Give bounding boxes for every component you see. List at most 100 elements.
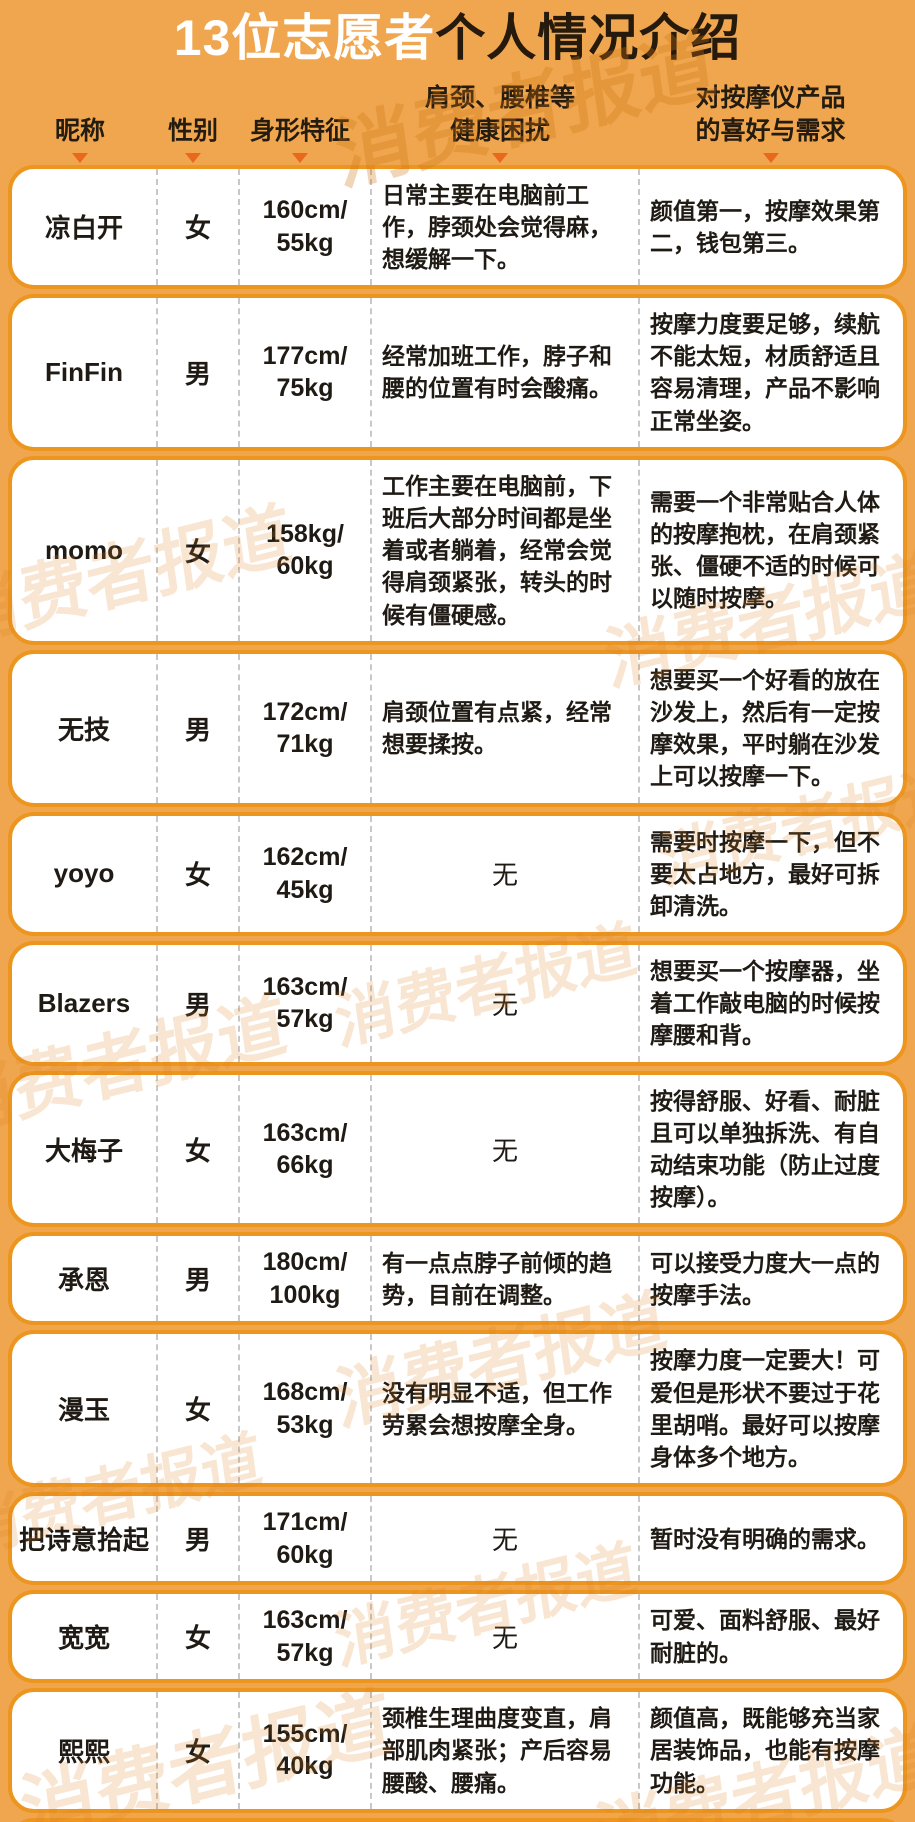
cell-body-weight: 53kg (276, 1410, 334, 1439)
cell-nickname: 宽宽 (57, 1623, 110, 1654)
header-preference-line1: 对按摩仪产品 (695, 83, 846, 112)
table-row: 凉白开 女 160cm/ 55kg 日常主要在电脑前工作，脖颈处会觉得麻，想缓解… (8, 164, 907, 290)
cell-body-weight: 57kg (276, 1005, 334, 1034)
cell-preference: 暂时没有明确的需求。 (638, 1496, 903, 1582)
cell-preference: 按摩力度要足够，续航不能太短，材质舒适且容易清理，产品不影响正常坐姿。 (638, 298, 903, 447)
cell-health: 无 (370, 815, 638, 933)
cell-health: 无 (370, 945, 638, 1062)
cell-nickname: Blazers (37, 987, 131, 1018)
page-title-rest: 个人情况介绍 (435, 10, 742, 66)
cell-preference: 按得舒服、好看、耐脏且可以单独拆洗、有自动结束功能（防止过度按摩）。 (638, 1074, 903, 1224)
table-row: Blazers 男 163cm/ 57kg 无 想要买一个按摩器，坐着工作敲电脑… (8, 941, 907, 1066)
header-body-label: 身形特征 (249, 116, 350, 145)
cell-body: 168cm/ 53kg (238, 1334, 370, 1484)
cell-gender: 女 (156, 815, 238, 933)
cell-gender: 女 (156, 1074, 238, 1224)
cell-preference: 按摩力度一定要大！可爱但是形状不要过于花里胡哨。最好可以按摩身体多个地方。 (638, 1334, 903, 1484)
cell-body-height: 180cm/ (262, 1248, 348, 1277)
cell-gender: 男 (156, 1236, 238, 1322)
cell-nickname: 凉白开 (44, 213, 123, 244)
cell-body: 158kg/ 60kg (238, 459, 370, 641)
cell-preference: 颜值第一，按摩效果第二，钱包第三。 (638, 168, 903, 286)
cell-preference: 需要时按摩一下，但不要太占地方，最好可拆卸清洗。 (638, 815, 903, 933)
cell-preference: 颜值高，既能够充当家居装饰品，也能有按摩功能。 (638, 1692, 903, 1809)
cell-body-height: 155cm/ (262, 1719, 348, 1748)
cell-gender: 女 (156, 459, 238, 641)
cell-preference: 可爱、面料舒服、最好耐脏的。 (638, 1594, 903, 1680)
cell-nickname: momo (45, 534, 123, 565)
table-row: 承恩 男 180cm/ 100kg 有一点点脖子前倾的趋势，目前在调整。 可以接… (8, 1232, 907, 1326)
cell-nickname: 无技 (57, 714, 110, 745)
cell-body-weight: 45kg (276, 875, 334, 904)
table-header: 昵称 性别 身形特征 肩颈、腰椎等 健康困扰 对按摩仪产品 的喜好与需求 (0, 82, 915, 165)
cell-body: 163cm/ 57kg (238, 1594, 370, 1680)
cell-gender: 女 (156, 1594, 238, 1680)
header-body: 身形特征 (234, 115, 366, 165)
table-row: 宽宽 女 163cm/ 57kg 无 可爱、面料舒服、最好耐脏的。 (8, 1590, 907, 1684)
cell-body-weight: 60kg (276, 1540, 334, 1569)
cell-body: 180cm/ 100kg (238, 1236, 370, 1322)
header-preference-line2: 的喜好与需求 (695, 116, 846, 145)
cell-nickname: 漫玉 (57, 1395, 110, 1426)
cell-body-height: 171cm/ (262, 1508, 348, 1537)
cell-body-height: 163cm/ (262, 972, 348, 1001)
table-row: momo 女 158kg/ 60kg 工作主要在电脑前，下班后大部分时间都是坐着… (8, 455, 907, 645)
cell-body-height: 162cm/ (262, 843, 348, 872)
table-row: 漫玉 女 168cm/ 53kg 没有明显不适，但工作劳累会想按摩全身。 按摩力… (8, 1330, 907, 1488)
cell-health: 无 (370, 1074, 638, 1224)
cell-body: 172cm/ 71kg (238, 653, 370, 803)
cell-body-weight: 57kg (276, 1638, 334, 1667)
table-row: yoyo 女 162cm/ 45kg 无 需要时按摩一下，但不要太占地方，最好可… (8, 811, 907, 937)
header-health-line2: 健康困扰 (449, 116, 550, 145)
cell-body: 163cm/ 57kg (238, 945, 370, 1062)
table-row: 熙熙 女 155cm/ 40kg 颈椎生理曲度变直，肩部肌肉紧张；产后容易腰酸、… (8, 1688, 907, 1813)
cell-body-height: 172cm/ (262, 697, 348, 726)
header-preference: 对按摩仪产品 的喜好与需求 (634, 82, 907, 165)
cell-health: 工作主要在电脑前，下班后大部分时间都是坐着或者躺着，经常会觉得肩颈紧张，转头的时… (370, 459, 638, 641)
cell-nickname: 承恩 (57, 1265, 110, 1296)
cell-health: 无 (370, 1594, 638, 1680)
cell-health: 无 (370, 1496, 638, 1582)
header-gender-label: 性别 (167, 116, 218, 145)
cell-health: 没有明显不适，但工作劳累会想按摩全身。 (370, 1334, 638, 1484)
cell-body-weight: 100kg (269, 1280, 341, 1309)
cell-body: 155cm/ 40kg (238, 1692, 370, 1809)
cell-body-weight: 71kg (276, 730, 334, 759)
cell-preference: 需要一个非常贴合人体的按摩抱枕，在肩颈紧张、僵硬不适的时候可以随时按摩。 (638, 459, 903, 641)
cell-health: 颈椎生理曲度变直，肩部肌肉紧张；产后容易腰酸、腰痛。 (370, 1692, 638, 1809)
cell-body-height: 177cm/ (262, 341, 348, 370)
cell-body-height: 163cm/ (262, 1606, 348, 1635)
cell-preference: 想要买一个好看的放在沙发上，然后有一定按摩效果，平时躺在沙发上可以按摩一下。 (638, 653, 903, 803)
cell-body: 171cm/ 60kg (238, 1496, 370, 1582)
table-row: 大梅子 女 163cm/ 66kg 无 按得舒服、好看、耐脏且可以单独拆洗、有自… (8, 1070, 907, 1228)
cell-gender: 男 (156, 945, 238, 1062)
cell-gender: 女 (156, 168, 238, 286)
header-gender: 性别 (152, 115, 234, 165)
cell-health: 日常主要在电脑前工作，脖颈处会觉得麻，想缓解一下。 (370, 168, 638, 286)
cell-health: 有一点点脖子前倾的趋势，目前在调整。 (370, 1236, 638, 1322)
cell-preference: 可以接受力度大一点的按摩手法。 (638, 1236, 903, 1322)
header-health-line1: 肩颈、腰椎等 (424, 83, 575, 112)
cell-nickname: yoyo (53, 858, 115, 889)
header-nickname: 昵称 (8, 115, 152, 165)
page-title: 13位志愿者个人情况介绍 (0, 0, 915, 68)
page-title-highlight: 13位志愿者 (173, 10, 436, 66)
header-health: 肩颈、腰椎等 健康困扰 (366, 82, 634, 165)
cell-preference: 想要买一个按摩器，坐着工作敲电脑的时候按摩腰和背。 (638, 945, 903, 1062)
cell-body: 162cm/ 45kg (238, 815, 370, 933)
cell-nickname: 把诗意拾起 (18, 1525, 149, 1556)
cell-body-weight: 66kg (276, 1151, 334, 1179)
cell-body-weight: 40kg (276, 1752, 334, 1781)
cell-body: 160cm/ 55kg (238, 168, 370, 286)
cell-body-weight: 60kg (276, 552, 334, 581)
table-row: FinFin 男 177cm/ 75kg 经常加班工作，脖子和腰的位置有时会酸痛… (8, 294, 907, 451)
cell-nickname: FinFin (45, 356, 123, 387)
cell-body-height: 168cm/ (262, 1378, 348, 1407)
cell-nickname: 大梅子 (44, 1135, 123, 1166)
cell-gender: 男 (156, 1496, 238, 1582)
table-body: 凉白开 女 160cm/ 55kg 日常主要在电脑前工作，脖颈处会觉得麻，想缓解… (0, 164, 915, 1822)
cell-body-weight: 75kg (276, 374, 334, 403)
cell-body-height: 158kg/ (266, 519, 344, 548)
cell-body-height: 163cm/ (262, 1118, 348, 1147)
